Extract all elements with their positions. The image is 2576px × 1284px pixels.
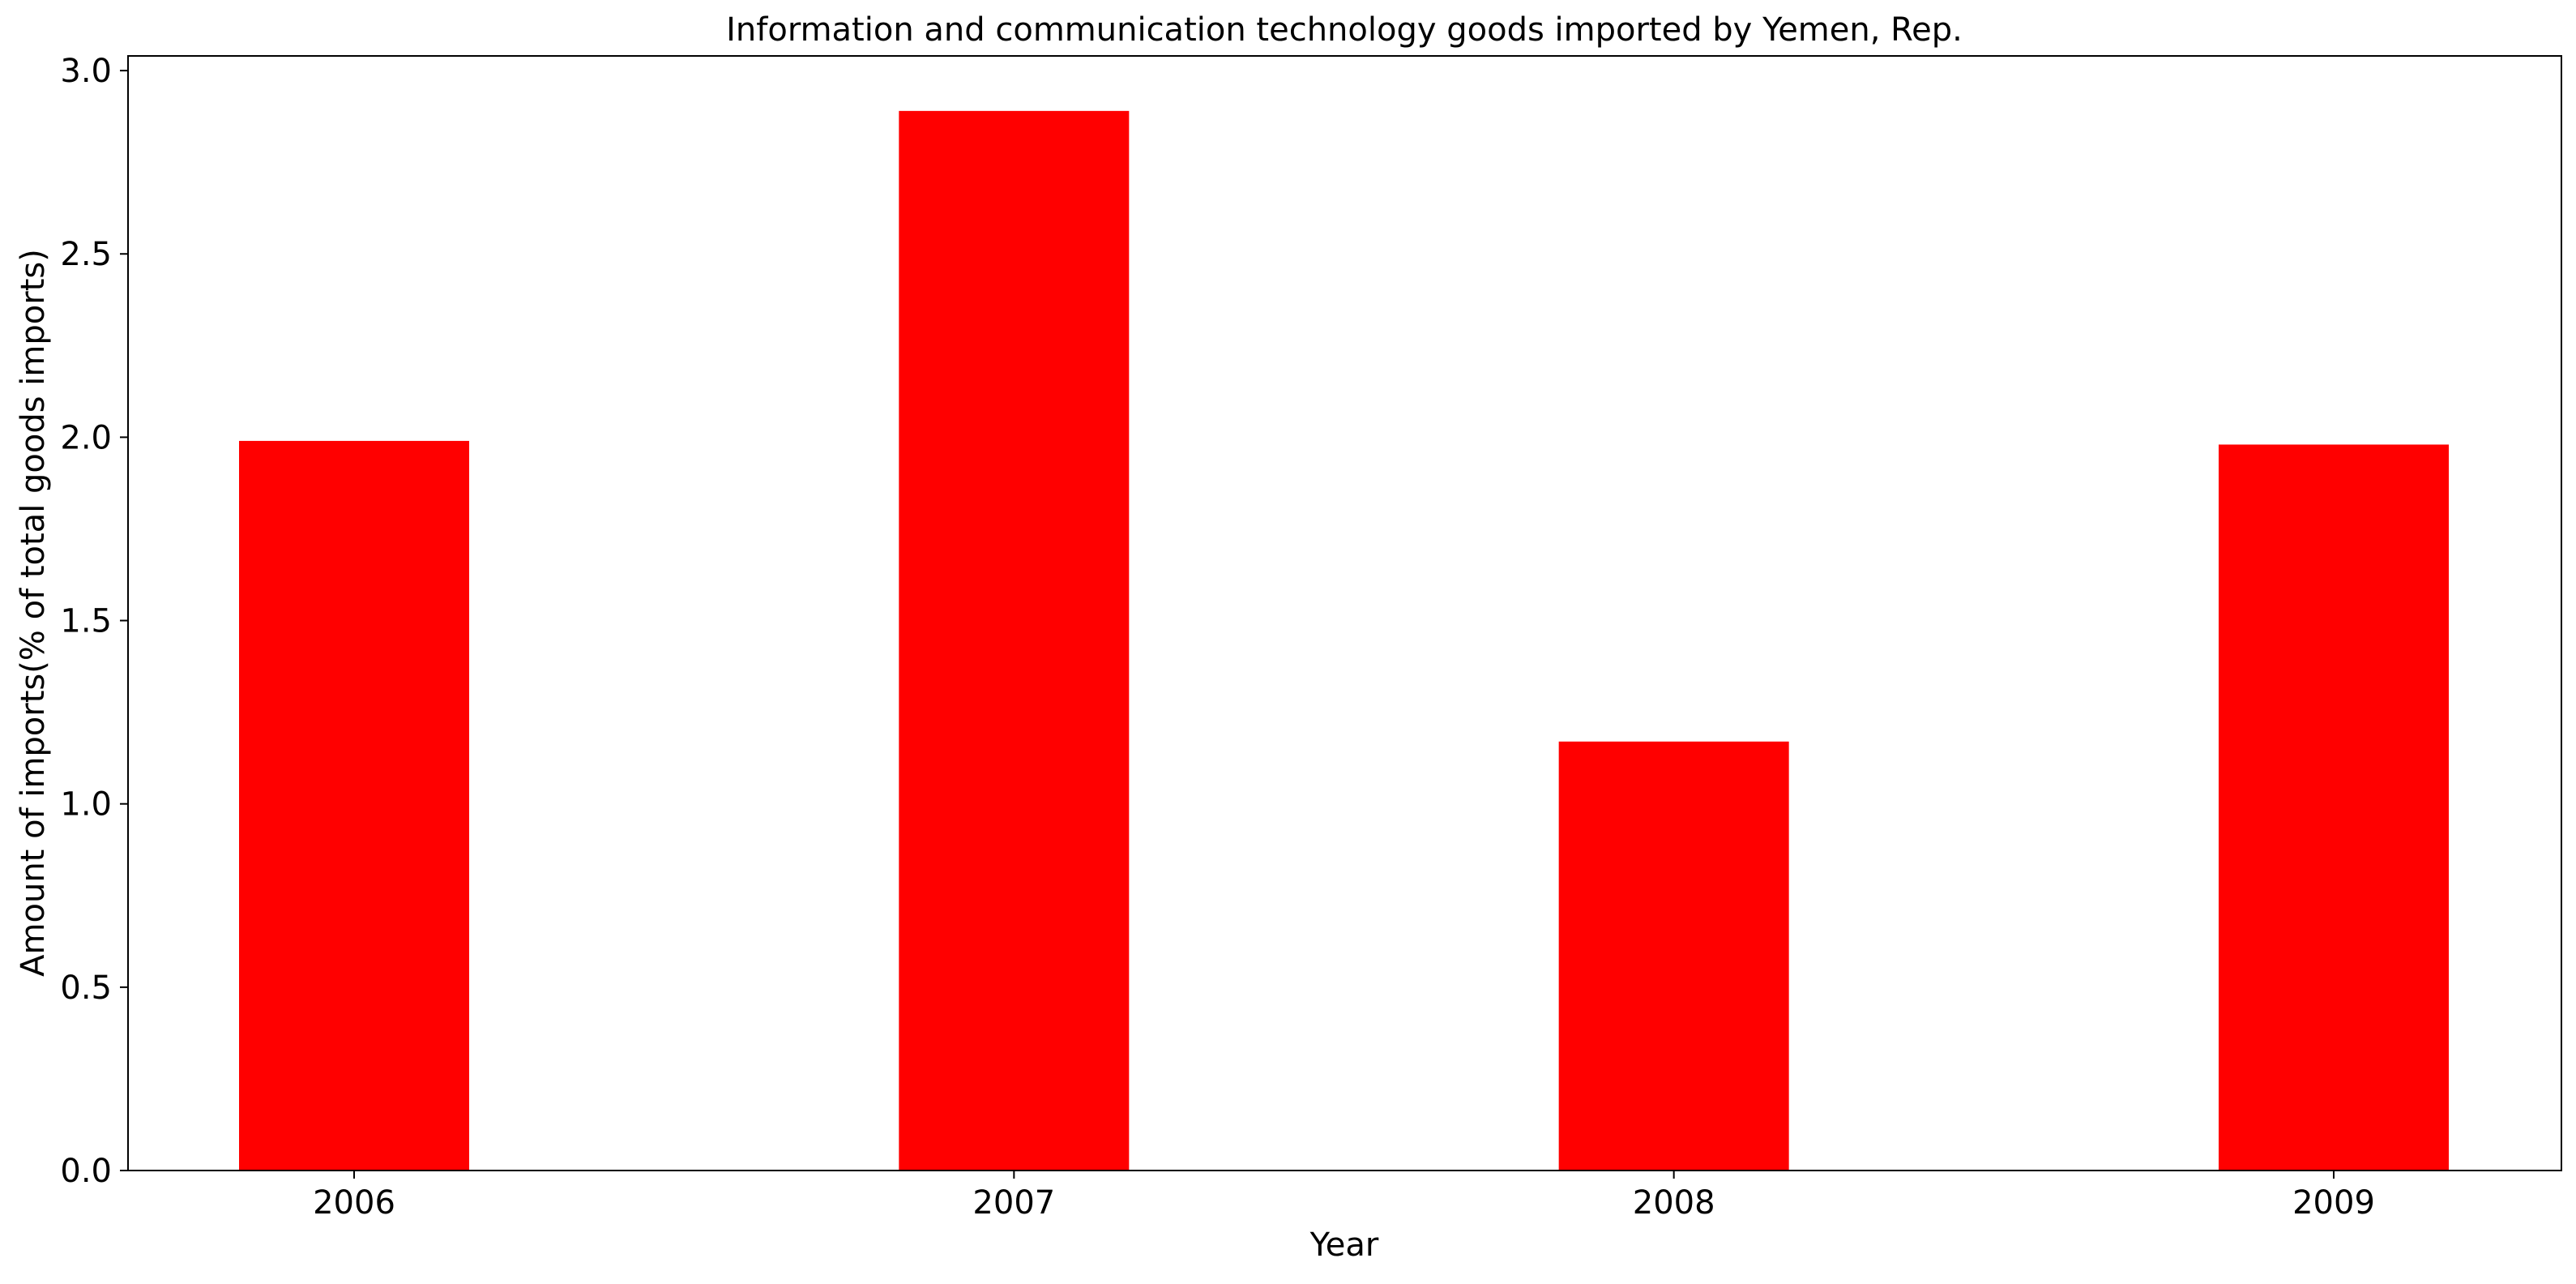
plot-frame: [127, 55, 2562, 1171]
y-tick-label: 3.0: [60, 53, 112, 90]
y-axis-ticks: 0.0 0.5 1.0 1.5 2.0 2.5 3.0: [60, 53, 128, 1190]
x-tick-label: 2008: [1633, 1184, 1715, 1222]
bar-2009: [2219, 444, 2449, 1171]
y-tick-label: 2.0: [60, 419, 112, 456]
bars-layer: [239, 110, 2449, 1171]
y-tick-label: 0.5: [60, 969, 112, 1007]
y-tick-label: 0.0: [60, 1153, 112, 1190]
x-axis-label: Year: [1309, 1226, 1379, 1264]
bar-2006: [239, 440, 469, 1171]
x-tick-label: 2006: [313, 1184, 395, 1222]
y-axis-label: Amount of imports(% of total goods impor…: [15, 249, 52, 977]
y-tick-label: 1.5: [60, 603, 112, 640]
x-tick-label: 2009: [2292, 1184, 2375, 1222]
x-axis-ticks: 2006 2007 2008 2009: [313, 1171, 2375, 1222]
x-tick-label: 2007: [972, 1184, 1055, 1222]
bar-2008: [1558, 741, 1789, 1171]
bar-2007: [899, 110, 1130, 1171]
y-tick-label: 1.0: [60, 786, 112, 824]
y-tick-label: 2.5: [60, 236, 112, 273]
chart-title: Information and communication technology…: [726, 11, 1963, 49]
